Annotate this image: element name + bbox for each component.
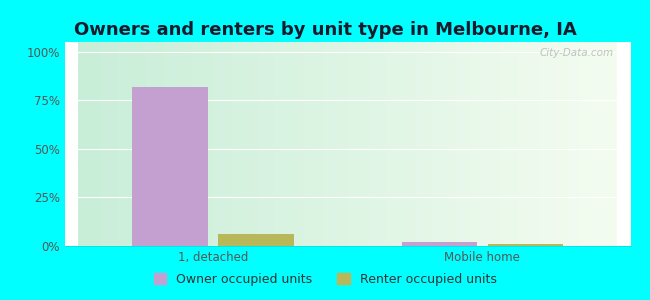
Bar: [488, 244, 563, 246]
Bar: [133, 87, 208, 246]
Bar: [218, 234, 294, 246]
Bar: [402, 242, 477, 246]
Text: City-Data.com: City-Data.com: [540, 48, 614, 58]
Legend: Owner occupied units, Renter occupied units: Owner occupied units, Renter occupied un…: [148, 268, 502, 291]
Text: Owners and renters by unit type in Melbourne, IA: Owners and renters by unit type in Melbo…: [73, 21, 577, 39]
